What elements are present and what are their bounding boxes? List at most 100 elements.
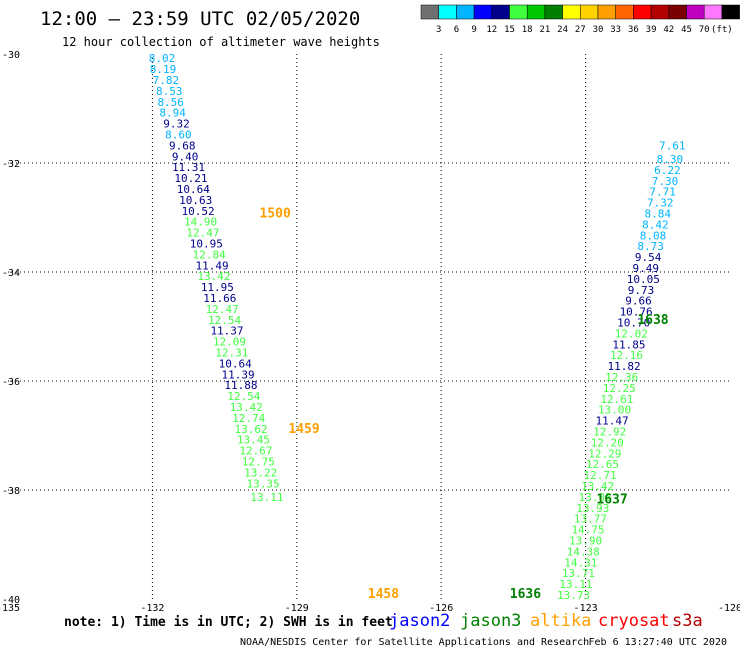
colorbar-swatch: [633, 4, 652, 20]
wave-height-value: 13.22: [244, 466, 277, 479]
wave-height-value: 12.29: [588, 447, 621, 460]
wave-height-value: 11.31: [172, 161, 205, 174]
x-tick-label: -126: [429, 603, 453, 614]
wave-height-value: 11.49: [196, 259, 229, 272]
colorbar-swatch: [491, 4, 510, 20]
wave-height-value: 11.85: [612, 338, 645, 351]
pass-time-label: 1636: [510, 587, 541, 602]
legend-entry: cryosat: [598, 611, 670, 631]
wave-height-value: 12.47: [206, 303, 239, 316]
page-title: 12:00 – 23:59 UTC 02/05/2020: [40, 8, 361, 30]
wave-height-value: 7.32: [647, 197, 674, 210]
wave-height-value: 8.19: [150, 63, 177, 76]
y-tick-label: -32: [2, 159, 20, 170]
footer-note: note: 1) Time is in UTC; 2) SWH is in fe…: [64, 615, 393, 630]
wave-height-value: 12.92: [593, 426, 626, 439]
legend-entry: jason2: [389, 611, 450, 631]
legend-entry: jason3: [460, 611, 521, 631]
wave-height-value: 13.05: [579, 491, 612, 504]
wave-height-value: 10.64: [177, 183, 210, 196]
colorbar-label: 9: [471, 25, 476, 35]
wave-height-value: 13.35: [247, 477, 280, 490]
wave-height-value: 10.05: [627, 273, 660, 286]
wave-height-value: 12.65: [586, 458, 619, 471]
wave-height-value: 10.64: [219, 357, 252, 370]
wave-height-value: 6.22: [654, 164, 681, 177]
colorbar-label: 27: [575, 25, 586, 35]
colorbar-label: 45: [681, 25, 692, 35]
colorbar-label: 39: [646, 25, 657, 35]
wave-height-value: 12.47: [186, 227, 219, 240]
colorbar-label: 36: [628, 25, 639, 35]
wave-height-value: 12.09: [213, 336, 246, 349]
pass-time-label: 1458: [368, 587, 399, 602]
x-tick-label: -135: [0, 603, 20, 614]
wave-height-value: 8.53: [156, 85, 183, 98]
colorbar-label: 30: [593, 25, 604, 35]
wave-height-value: 12.25: [603, 382, 636, 395]
wave-height-value: 12.84: [193, 248, 226, 261]
wave-height-value: 9.40: [172, 150, 199, 163]
colorbar-swatch: [580, 4, 599, 20]
colorbar-label: 15: [504, 25, 515, 35]
wave-height-value: 8.02: [149, 52, 176, 65]
colorbar-swatch: [686, 4, 705, 20]
colorbar-label: (ft): [711, 25, 733, 35]
wave-height-value: 13.42: [230, 401, 263, 414]
wave-height-value: 13.42: [581, 480, 614, 493]
colorbar-label: 12: [486, 25, 497, 35]
colorbar-label: 18: [522, 25, 533, 35]
wave-height-value: 13.00: [598, 404, 631, 417]
colorbar-swatch: [526, 4, 546, 20]
colorbar-label: 42: [663, 25, 674, 35]
wave-height-value: 12.36: [605, 371, 638, 384]
wave-height-value: 12.02: [615, 327, 648, 340]
legend-entry: altika: [530, 611, 591, 631]
wave-height-value: 13.62: [235, 423, 268, 436]
pass-time-label: 1459: [288, 422, 319, 437]
wave-height-value: 8.30: [657, 153, 684, 166]
colorbar-swatch: [721, 4, 740, 20]
x-tick-label: -132: [140, 603, 164, 614]
wave-height-value: 9.49: [633, 262, 660, 275]
colorbar-swatch: [438, 4, 457, 20]
colorbar-swatch: [473, 4, 493, 20]
y-tick-label: -38: [2, 486, 20, 497]
x-tick-label: -120: [718, 603, 740, 614]
wave-height-value: 11.66: [203, 292, 236, 305]
x-tick-label: -123: [574, 603, 598, 614]
wave-height-value: 12.74: [232, 412, 265, 425]
wave-height-value: 7.61: [659, 139, 686, 152]
wave-height-value: 12.16: [610, 349, 643, 362]
wave-height-value: 11.82: [608, 360, 641, 373]
colorbar-label: 6: [454, 25, 459, 35]
wave-height-value: 13.77: [574, 513, 607, 526]
wave-height-value: 7.30: [652, 175, 679, 188]
wave-height-value: 8.08: [640, 229, 667, 242]
colorbar-swatch: [668, 4, 687, 20]
colorbar-label: 21: [539, 25, 550, 35]
wave-height-value: 10.21: [174, 172, 207, 185]
pass-time-label: 1637: [596, 493, 627, 508]
wave-height-value: 10.63: [179, 194, 212, 207]
colorbar-swatch: [562, 4, 581, 20]
wave-height-value: 9.32: [163, 118, 190, 131]
wave-height-value: 11.39: [222, 368, 255, 381]
wave-height-value: 14.90: [184, 216, 217, 229]
wave-height-value: 10.95: [190, 237, 223, 250]
pass-time-label: 1500: [259, 207, 290, 222]
wave-height-value: 10.76: [620, 306, 653, 319]
wave-height-value: 12.67: [239, 445, 272, 458]
wave-height-value: 9.68: [169, 139, 196, 152]
wave-height-value: 7.71: [649, 186, 676, 199]
wave-height-value: 8.94: [159, 107, 186, 120]
y-tick-label: -36: [2, 377, 20, 388]
colorbar-swatch: [597, 4, 616, 20]
wave-height-value: 12.54: [208, 314, 241, 327]
wave-height-value: 10.70: [617, 317, 650, 330]
wave-height-value: 9.66: [625, 295, 652, 308]
wave-height-value: 11.37: [210, 325, 243, 338]
wave-height-value: 13.11: [250, 491, 283, 504]
wave-height-value: 7.82: [153, 74, 180, 87]
